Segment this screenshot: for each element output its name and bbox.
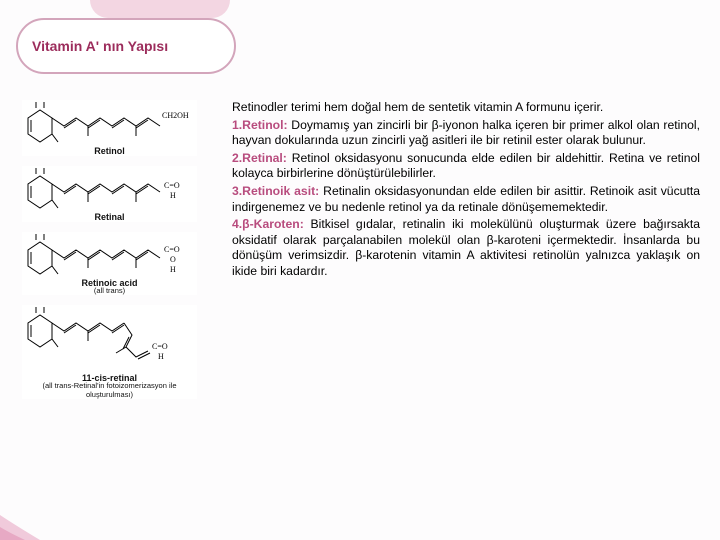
page-title: Vitamin A' nın Yapısı	[32, 38, 168, 54]
intro-text: Retinodler terimi hem doğal hem de sente…	[232, 100, 700, 116]
item-3: 3.Retinoik asit: Retinalin oksidasyonund…	[232, 184, 700, 215]
svg-text:C=O: C=O	[152, 342, 168, 351]
chem-label: Retinol	[22, 146, 197, 156]
title-box: Vitamin A' nın Yapısı	[16, 18, 236, 74]
item-2: 2.Retinal: Retinol oksidasyonu sonucunda…	[232, 151, 700, 182]
svg-text:H: H	[170, 191, 176, 200]
chem-sublabel: (all trans)	[22, 286, 197, 295]
chem-11-cis-retinal: C=O H 11-cis-retinal (all trans-Retinal'…	[22, 305, 197, 399]
chem-label: Retinal	[22, 212, 197, 222]
svg-text:O: O	[170, 255, 176, 264]
svg-text:H: H	[170, 265, 176, 274]
chem-retinoic-acid: C=O O H Retinoic acid (all trans)	[22, 232, 197, 295]
chem-figure-column: CH2OH Retinol C=O H Retinal	[22, 100, 202, 399]
svg-text:H: H	[158, 352, 164, 361]
item-1: 1.Retinol: Doymamış yan zincirli bir β-i…	[232, 118, 700, 149]
header-decoration	[90, 0, 230, 18]
svg-text:C=O: C=O	[164, 181, 180, 190]
corner-decoration	[0, 505, 55, 540]
chem-retinol: CH2OH Retinol	[22, 100, 197, 156]
body-text: Retinodler terimi hem doğal hem de sente…	[232, 100, 700, 282]
svg-text:C=O: C=O	[164, 245, 180, 254]
chem-sublabel: (all trans-Retinal'in fotoizomerizasyon …	[22, 381, 197, 399]
item-4: 4.β-Karoten: Bitkisel gıdalar, retinalin…	[232, 217, 700, 279]
chem-retinal: C=O H Retinal	[22, 166, 197, 222]
end-group-label: CH2OH	[162, 111, 189, 120]
